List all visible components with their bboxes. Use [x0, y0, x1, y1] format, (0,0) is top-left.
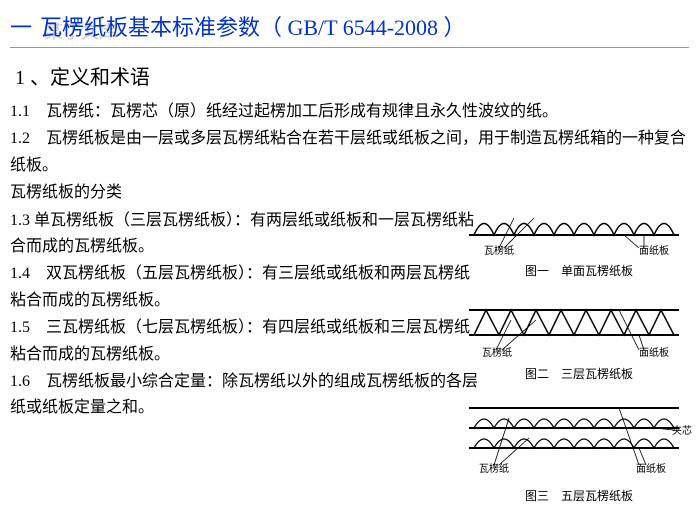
fig2-label-left: 瓦楞纸 [482, 346, 512, 363]
content-area: 1.1 瓦楞纸：瓦楞芯（原）纸经过起楞加工后形成有规律且永久性波纹的纸。 1.2… [0, 95, 699, 427]
fig1-label-right: 面纸板 [639, 244, 669, 261]
para-1-5: 1.5 三瓦楞纸板（七层瓦楞纸板）：有四层纸或纸板和三层瓦楞纸粘合而成的瓦楞纸板… [10, 315, 480, 368]
para-1-6: 1.6 瓦楞纸板最小综合定量：除瓦楞纸以外的组成瓦楞纸板的各层纸或纸板定量之和。 [10, 369, 480, 422]
fig3-label-left: 瓦楞纸 [479, 462, 509, 479]
section-heading: 1 、定义和术语 [0, 56, 699, 95]
fig2-caption: 图二 三层瓦楞纸板 [464, 365, 694, 385]
figure-2: 瓦楞纸 面纸板 图二 三层瓦楞纸板 [464, 300, 694, 385]
fig2-label-right: 面纸板 [639, 346, 669, 363]
figure-1: 瓦楞纸 面纸板 图一 单面瓦楞纸板 [464, 200, 694, 282]
para-1-3: 1.3 单瓦楞纸板（三层瓦楞纸板）：有两层纸或纸板和一层瓦楞纸粘合而成的瓦楞纸板… [10, 208, 480, 261]
para-1-1: 1.1 瓦楞纸：瓦楞芯（原）纸经过起楞加工后形成有规律且永久性波纹的纸。 [10, 99, 689, 125]
para-1-2: 1.2 瓦楞纸板是由一层或多层瓦楞纸粘合在若干层纸或纸板之间，用于制造瓦楞纸箱的… [10, 126, 689, 179]
fig1-svg [464, 200, 684, 250]
fig3-caption: 图三 五层瓦楞纸板 [464, 487, 694, 507]
title-text: 瓦楞纸板基本标准参数（ GB/T 6544-2008 ） [40, 15, 466, 40]
figures-container: 瓦楞纸 面纸板 图一 单面瓦楞纸板 瓦楞纸 面纸板 图二 三层瓦楞纸板 [464, 200, 694, 514]
fig1-label-left: 瓦楞纸 [484, 244, 514, 261]
page-title: 瓦楞纸板基本标准参数（ GB/T 6544-2008 ） [0, 0, 699, 47]
fig1-caption: 图一 单面瓦楞纸板 [464, 262, 694, 282]
para-1-4: 1.4 双瓦楞纸板（五层瓦楞纸板）：有三层纸或纸板和两层瓦楞纸粘合而成的瓦楞纸板… [10, 261, 480, 314]
title-underline [10, 47, 689, 48]
fig3-label-right: 面纸板 [636, 462, 666, 479]
figure-3: 瓦楞纸 面纸板 夹芯 图三 五层瓦楞纸板 [464, 400, 694, 507]
fig3-label-mid: 夹芯 [672, 424, 692, 441]
